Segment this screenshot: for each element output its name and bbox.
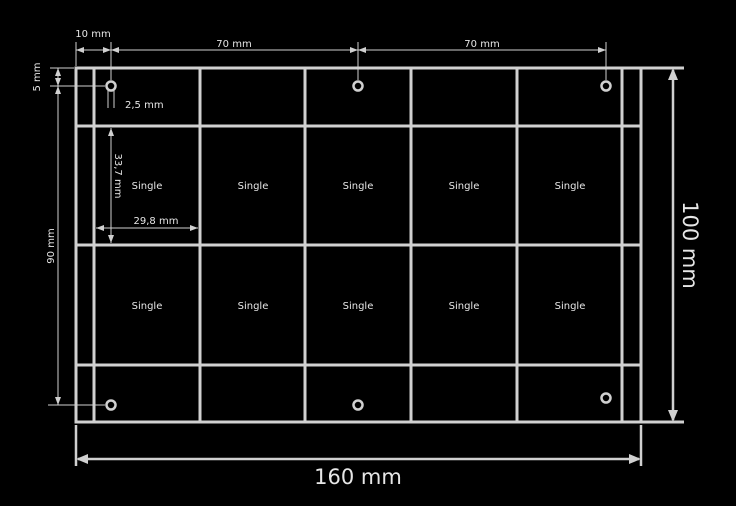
cell-label: Single <box>238 301 269 312</box>
cell-label: Single <box>449 301 480 312</box>
arrowhead <box>668 68 678 80</box>
label-board-height: 100 mm <box>678 201 702 289</box>
cell-label: Single <box>343 301 374 312</box>
mounting-hole <box>105 80 117 92</box>
dimension-labels: 10 mm 70 mm 70 mm 5 mm 90 mm 2,5 mm 33,7… <box>32 29 702 489</box>
label-hole-span: 90 mm <box>46 228 57 263</box>
label-cell-height: 33,7 mm <box>112 154 123 199</box>
label-pitch-1: 70 mm <box>216 39 251 50</box>
label-hole-offset: 2,5 mm <box>125 100 164 111</box>
arrowhead <box>668 410 678 422</box>
cell-label: Single <box>132 301 163 312</box>
mounting-hole <box>352 399 364 411</box>
arrowhead <box>55 78 61 86</box>
mounting-hole <box>600 80 612 92</box>
arrowhead <box>358 47 366 53</box>
arrowhead <box>350 47 358 53</box>
cell-label: Single <box>238 181 269 192</box>
arrowhead <box>108 128 114 136</box>
label-left-margin: 10 mm <box>75 29 110 40</box>
arrowhead <box>55 86 61 94</box>
label-pitch-2: 70 mm <box>464 39 499 50</box>
arrowhead <box>598 47 606 53</box>
arrowhead <box>55 397 61 405</box>
cell-label: Single <box>449 181 480 192</box>
arrowheads <box>55 47 678 464</box>
label-cell-width: 29,8 mm <box>134 216 179 227</box>
cell-label: Single <box>555 301 586 312</box>
label-top-margin: 5 mm <box>32 62 43 91</box>
mounting-hole <box>352 80 364 92</box>
arrowhead <box>76 47 84 53</box>
board-grid <box>74 66 684 424</box>
arrowhead <box>111 47 119 53</box>
arrowhead <box>55 68 61 76</box>
mounting-hole <box>105 399 117 411</box>
cell-label: Single <box>132 181 163 192</box>
arrowhead <box>96 225 104 231</box>
label-board-width: 160 mm <box>314 465 402 489</box>
arrowhead <box>190 225 198 231</box>
arrowhead <box>76 454 88 464</box>
cell-label: Single <box>343 181 374 192</box>
cell-labels: Single Single Single Single Single Singl… <box>132 181 586 312</box>
cell-label: Single <box>555 181 586 192</box>
dimension-lines <box>48 42 675 466</box>
arrowhead <box>629 454 641 464</box>
arrowhead <box>108 235 114 243</box>
arrowhead <box>103 47 111 53</box>
mounting-hole <box>600 392 612 404</box>
mounting-holes <box>105 80 612 411</box>
